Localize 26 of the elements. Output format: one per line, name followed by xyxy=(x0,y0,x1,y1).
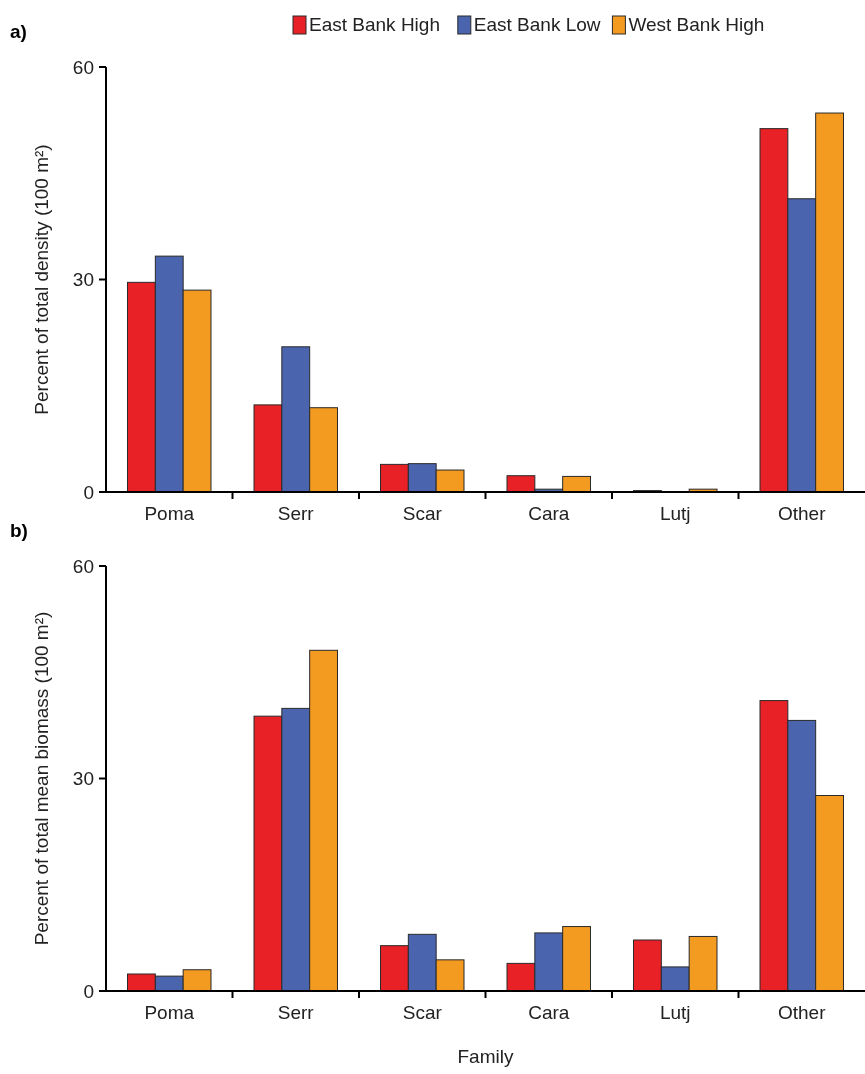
y-tick-label: 0 xyxy=(83,980,94,1002)
x-tick-label: Other xyxy=(777,1002,827,1023)
x-tick-label: Lutj xyxy=(659,503,691,524)
y-axis-title: Percent of total mean biomass (100 m²) xyxy=(31,611,52,946)
x-tick-label: Poma xyxy=(144,1002,195,1023)
x-tick-label: Serr xyxy=(277,503,315,524)
x-tick-label: Serr xyxy=(277,1002,315,1023)
y-tick-label: 60 xyxy=(72,56,94,78)
y-tick-label: 0 xyxy=(83,481,94,503)
y-axis-title: Percent of total density (100 m²) xyxy=(31,144,52,415)
y-tick-label: 30 xyxy=(72,269,94,291)
x-tick-label: Scar xyxy=(402,1002,443,1023)
x-axis-title: Family xyxy=(457,1046,514,1067)
y-tick-label: 30 xyxy=(72,768,94,790)
x-tick-label: Poma xyxy=(144,503,195,524)
x-tick-label: Scar xyxy=(402,503,443,524)
y-tick-label: 60 xyxy=(72,555,94,577)
x-tick-label: Lutj xyxy=(659,1002,691,1023)
x-tick-label: Cara xyxy=(528,503,570,524)
x-tick-label: Other xyxy=(777,503,827,524)
chart-title: a) xyxy=(10,21,27,42)
x-tick-label: Cara xyxy=(528,1002,570,1023)
legend-label: West Bank High xyxy=(628,14,765,35)
legend-label: East Bank Low xyxy=(473,14,601,35)
chart-title: b) xyxy=(10,520,28,541)
legend-label: East Bank High xyxy=(309,14,440,35)
